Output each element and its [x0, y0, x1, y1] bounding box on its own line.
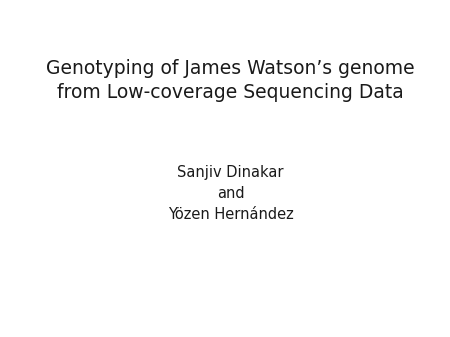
Text: Sanjiv Dinakar
and
Yözen Hernández: Sanjiv Dinakar and Yözen Hernández	[168, 165, 293, 222]
Text: Genotyping of James Watson’s genome
from Low-coverage Sequencing Data: Genotyping of James Watson’s genome from…	[46, 59, 415, 102]
